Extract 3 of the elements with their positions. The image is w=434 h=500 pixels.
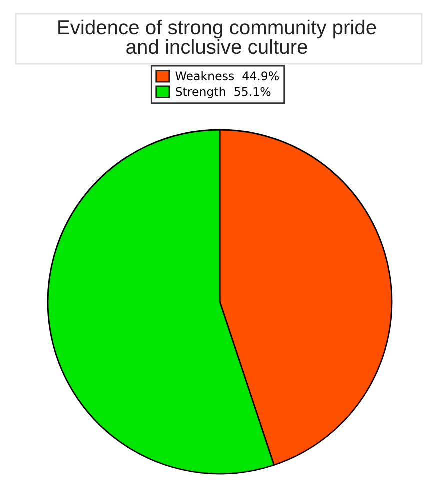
legend-label: Weakness 44.9%: [176, 71, 279, 81]
chart-title: Evidence of strong community pride and inclusive culture: [58, 20, 376, 54]
legend-label: Strength 55.1%: [176, 87, 271, 99]
